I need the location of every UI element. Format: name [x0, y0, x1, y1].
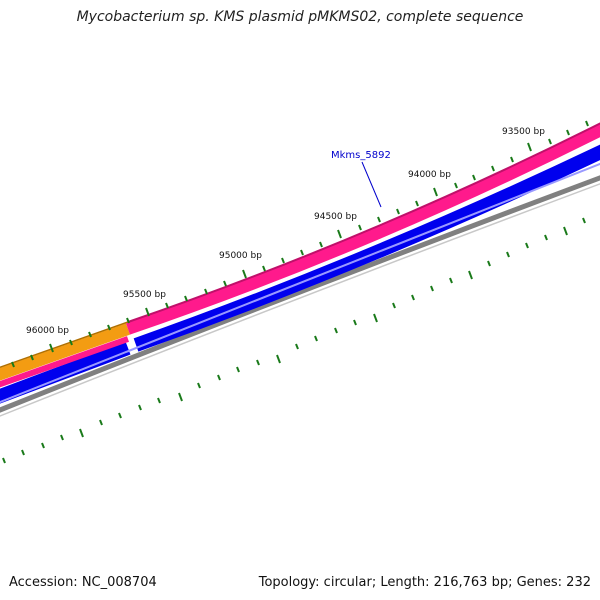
sequence-backbone: [0, 175, 600, 413]
reverse-gene-right: [133, 144, 600, 352]
bp-label-93500: 93500 bp: [502, 127, 545, 137]
bp-label-95000: 95000 bp: [219, 251, 262, 261]
outer-tick-track: [11, 120, 589, 368]
bp-label-95500: 95500 bp: [123, 290, 166, 300]
reverse-gene-left: [0, 341, 131, 404]
bp-label-94500: 94500 bp: [314, 212, 357, 222]
map-title: Mycobacterium sp. KMS plasmid pMKMS02, c…: [76, 9, 524, 25]
forward-gene-pink-edge: [127, 122, 600, 323]
accession-text: Accession: NC_008704: [9, 575, 157, 590]
sequence-backbone-edge: [0, 183, 600, 417]
reverse-gene-lower-edge: [0, 162, 600, 404]
gene-pointer-line: [361, 161, 382, 208]
bp-label-94000: 94000 bp: [408, 170, 451, 180]
gene-label-mkms-5892[interactable]: Mkms_5892: [331, 150, 391, 161]
forward-gene-orange: [0, 323, 130, 381]
summary-text: Topology: circular; Length: 216,763 bp; …: [258, 575, 591, 590]
inner-tick-track: [2, 217, 586, 464]
forward-gene-pink: [126, 123, 600, 335]
forward-gene-pink-bottom: [0, 336, 129, 388]
bp-label-96000: 96000 bp: [26, 326, 69, 336]
forward-gene-orange-edge: [0, 321, 129, 369]
